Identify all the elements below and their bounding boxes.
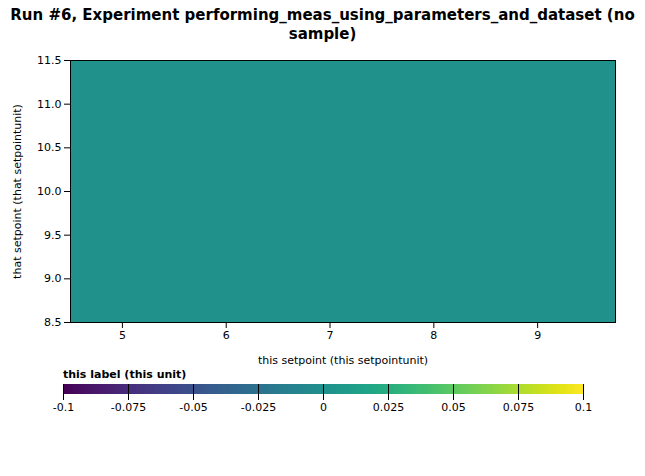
svg-text:9.5: 9.5 xyxy=(44,228,62,241)
svg-text:0.025: 0.025 xyxy=(372,400,404,413)
svg-text:9: 9 xyxy=(534,329,541,342)
svg-text:0: 0 xyxy=(320,400,327,413)
svg-text:8.5: 8.5 xyxy=(44,316,62,329)
svg-text:11.5: 11.5 xyxy=(37,54,62,67)
html-text:Run #6, Experiment performing_: Run #6, Experiment performing_meas_using… xyxy=(10,6,635,43)
svg-text:10.0: 10.0 xyxy=(37,185,62,198)
svg-text:5: 5 xyxy=(119,329,126,342)
svg-text:0.05: 0.05 xyxy=(441,400,466,413)
svg-text:-0.05: -0.05 xyxy=(179,400,207,413)
svg-text:0.075: 0.075 xyxy=(502,400,534,413)
svg-text:10.5: 10.5 xyxy=(37,141,62,154)
svg-text:this setpoint (this setpointun: this setpoint (this setpointunit) xyxy=(258,353,428,366)
svg-text:6: 6 xyxy=(223,329,230,342)
svg-text:0.1: 0.1 xyxy=(574,400,592,413)
svg-text:11.0: 11.0 xyxy=(37,97,62,110)
svg-text:9.0: 9.0 xyxy=(44,272,62,285)
svg-text:this label (this unit): this label (this unit) xyxy=(63,368,186,381)
svg-text:-0.075: -0.075 xyxy=(110,400,145,413)
svg-text:-0.1: -0.1 xyxy=(52,400,73,413)
svg-text:8: 8 xyxy=(430,329,437,342)
svg-text:7: 7 xyxy=(327,329,334,342)
svg-text:-0.025: -0.025 xyxy=(240,400,275,413)
svg-text:that setpoint (that setpointun: that setpoint (that setpointunit) xyxy=(11,104,24,279)
